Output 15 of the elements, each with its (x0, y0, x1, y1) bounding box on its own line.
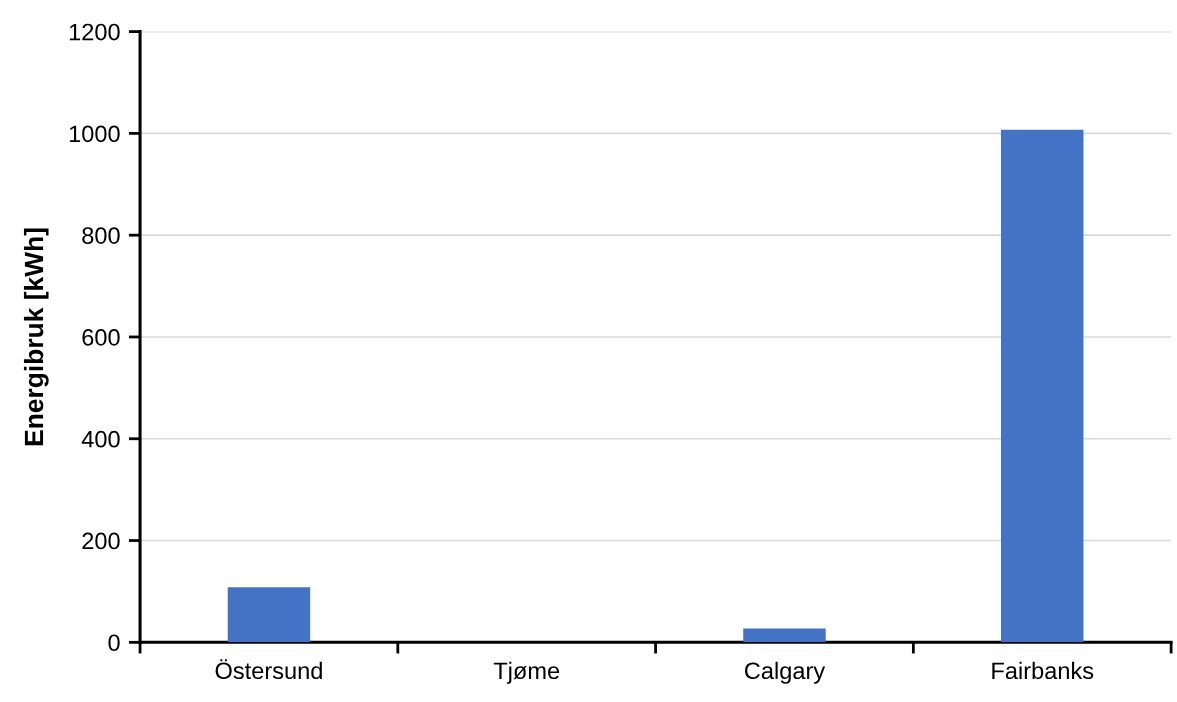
bar (227, 587, 311, 643)
y-tick-label: 1000 (69, 125, 120, 143)
y-tick-label: 200 (82, 532, 120, 550)
bar (1000, 129, 1084, 643)
y-axis-title: Energibruk [kWh] (23, 228, 49, 446)
x-tick-label: Calgary (744, 661, 826, 684)
x-tick-label: Tjøme (493, 661, 560, 684)
y-tick-label: 1200 (69, 23, 120, 41)
x-tick-label: Östersund (215, 659, 322, 680)
x-tick-label: Fairbanks (992, 661, 1094, 680)
y-tick-label: 0 (108, 634, 120, 652)
y-tick-label: 800 (82, 227, 120, 244)
y-tick-label: 600 (82, 329, 120, 346)
bar (743, 628, 826, 643)
y-tick-label: 400 (81, 430, 120, 448)
